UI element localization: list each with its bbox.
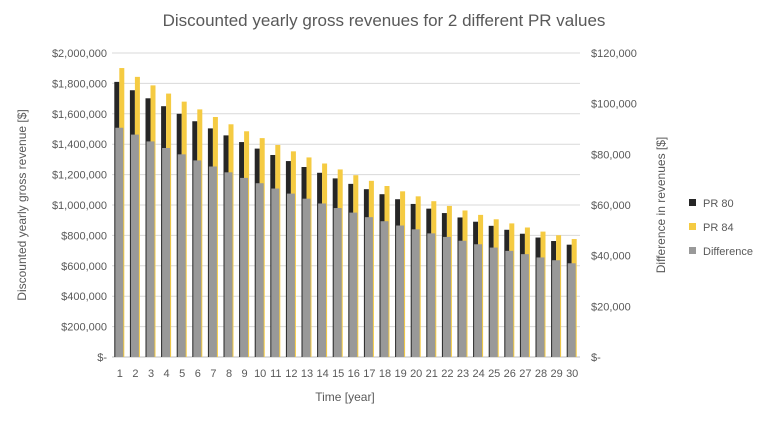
x-tick-label: 18	[379, 368, 391, 380]
y2-tick-label: $80,000	[591, 149, 631, 161]
y2-axis-label: Difference in revenues [$]	[654, 137, 668, 274]
bar-difference	[536, 257, 545, 357]
bar-difference	[552, 260, 561, 357]
x-tick-label: 30	[566, 368, 578, 380]
bar-difference	[286, 193, 295, 357]
bar-difference	[349, 212, 358, 357]
bar-difference	[240, 177, 249, 357]
bar-difference	[442, 236, 451, 357]
bar-difference	[489, 247, 498, 357]
y-axis-label: Discounted yearly gross revenue [$]	[15, 109, 29, 300]
bar-difference	[318, 203, 327, 357]
x-tick-label: 10	[254, 368, 266, 380]
legend-label: Difference	[703, 246, 753, 258]
y-tick-label: $1,000,000	[52, 200, 107, 212]
bar-difference	[193, 160, 202, 357]
x-tick-label: 12	[285, 368, 297, 380]
y-tick-label: $200,000	[61, 322, 107, 334]
x-axis-label: Time [year]	[315, 390, 375, 404]
x-tick-label: 11	[270, 368, 281, 380]
bar-difference	[115, 127, 124, 357]
bar-difference	[146, 141, 155, 357]
bar-difference	[271, 188, 280, 357]
x-tick-label: 19	[394, 368, 406, 380]
bar-difference	[396, 225, 405, 357]
y2-tick-label: $60,000	[591, 200, 631, 212]
bar-difference	[520, 254, 529, 357]
bar-difference	[458, 240, 467, 357]
bar-difference	[302, 198, 311, 357]
y-tick-label: $1,200,000	[52, 170, 107, 182]
x-tick-label: 23	[457, 368, 469, 380]
y-tick-label: $-	[97, 352, 107, 364]
x-tick-label: 14	[316, 368, 328, 380]
legend-label: PR 80	[703, 198, 734, 210]
legend-label: PR 84	[703, 222, 734, 234]
x-tick-label: 29	[550, 368, 562, 380]
gridlines	[112, 52, 580, 358]
bar-difference	[333, 208, 342, 357]
bar-difference	[177, 154, 186, 357]
bar-difference	[380, 221, 389, 357]
bars	[114, 68, 577, 358]
bar-difference	[364, 217, 373, 357]
legend-swatch	[689, 199, 696, 206]
y-tick-label: $600,000	[61, 261, 107, 273]
x-tick-label: 25	[488, 368, 500, 380]
y-axis-right: $- $20,000 $40,000 $60,000 $80,000 $100,000 $1…	[591, 48, 637, 364]
x-tick-label: 15	[332, 368, 344, 380]
y2-tick-label: $120,000	[591, 48, 637, 60]
legend: PR 80 PR 84 Difference	[689, 198, 753, 258]
x-tick-label: 2	[132, 368, 138, 380]
y2-tick-label: $40,000	[591, 251, 631, 263]
y-tick-label: $1,600,000	[52, 109, 107, 121]
x-tick-label: 28	[535, 368, 547, 380]
y2-tick-label: $100,000	[591, 99, 637, 111]
y-tick-label: $800,000	[61, 230, 107, 242]
legend-swatch	[689, 223, 696, 230]
x-tick-label: 16	[348, 368, 360, 380]
chart-title: Discounted yearly gross revenues for 2 d…	[163, 11, 606, 30]
x-tick-label: 4	[164, 368, 170, 380]
x-tick-label: 6	[195, 368, 201, 380]
y-tick-label: $1,400,000	[52, 139, 107, 151]
y-tick-label: $1,800,000	[52, 78, 107, 90]
y-tick-label: $2,000,000	[52, 48, 107, 60]
x-tick-label: 27	[519, 368, 531, 380]
x-tick-label: 3	[148, 368, 154, 380]
x-tick-label: 26	[504, 368, 516, 380]
legend-swatch	[689, 247, 696, 254]
y-tick-label: $400,000	[61, 291, 107, 303]
bar-difference	[411, 229, 420, 357]
x-tick-label: 24	[472, 368, 484, 380]
x-tick-label: 13	[301, 368, 313, 380]
x-axis: 1 2 3 4 5 6 7 8 9 10 11 12 13 14 15 16 17 18 19 20 21 22 23 24 2…	[117, 368, 579, 380]
y2-tick-label: $20,000	[591, 301, 631, 313]
bar-difference	[162, 148, 171, 357]
x-tick-label: 8	[226, 368, 232, 380]
x-tick-label: 21	[426, 368, 438, 380]
bar-difference	[208, 166, 217, 357]
x-tick-label: 20	[410, 368, 422, 380]
y2-tick-label: $-	[591, 352, 601, 364]
x-tick-label: 5	[179, 368, 185, 380]
bar-difference	[505, 250, 514, 357]
bar-difference	[567, 263, 576, 357]
bar-difference	[130, 134, 139, 357]
bar-difference	[474, 244, 483, 357]
x-tick-label: 17	[363, 368, 375, 380]
x-tick-label: 7	[210, 368, 216, 380]
bar-difference	[427, 233, 436, 357]
bar-difference	[224, 172, 233, 357]
y-axis-left: $- $200,000 $400,000 $600,000 $800,000 $1,000…	[52, 48, 107, 364]
bar-difference	[255, 183, 264, 357]
x-tick-label: 9	[242, 368, 248, 380]
x-tick-label: 1	[117, 368, 123, 380]
x-tick-label: 22	[441, 368, 453, 380]
